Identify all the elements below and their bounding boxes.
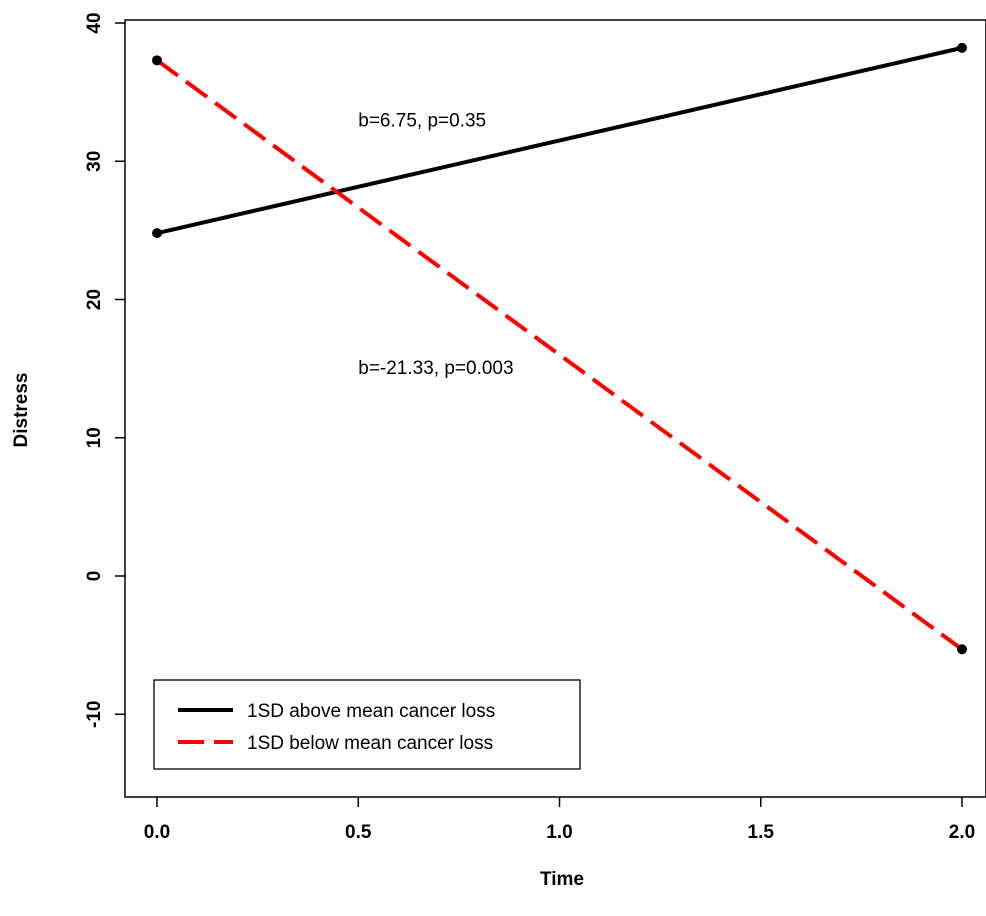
y-tick-label-5: 40	[84, 12, 105, 33]
x-tick-label-2: 1.0	[546, 822, 572, 843]
x-axis: 0.0 0.5 1.0 1.5 2.0	[144, 797, 975, 843]
legend: 1SD above mean cancer loss 1SD below mea…	[153, 679, 581, 770]
plot-frame	[124, 19, 986, 798]
annotation-0: b=6.75, p=0.35	[358, 111, 486, 132]
series-line-1	[155, 58, 964, 651]
y-tick-label-2: 10	[84, 427, 105, 448]
x-tick-label-1: 0.5	[345, 822, 372, 843]
series-0-point-1	[957, 42, 967, 53]
x-tick-label-0: 0.0	[144, 822, 170, 843]
annotation-layer: b=6.75, p=0.35 b=-21.33, p=0.003	[358, 111, 513, 379]
series-1-point-0	[152, 55, 162, 66]
legend-label-below: 1SD below mean cancer loss	[247, 733, 493, 754]
y-tick-label-1: 0	[84, 571, 105, 582]
y-tick-label-3: 20	[84, 289, 105, 310]
annotation-1: b=-21.33, p=0.003	[358, 358, 513, 379]
x-axis-title: Time	[540, 869, 584, 890]
series-line-0	[156, 45, 963, 236]
y-tick-label-0: -10	[84, 701, 105, 728]
series-layer	[152, 42, 967, 655]
x-tick-label-3: 1.5	[748, 822, 775, 843]
y-axis: -10 0 10 20 30 40	[84, 12, 125, 728]
legend-label-above: 1SD above mean cancer loss	[247, 701, 495, 722]
series-0-point-0	[152, 228, 162, 239]
y-axis-title: Distress	[11, 373, 32, 448]
x-tick-label-4: 2.0	[949, 822, 975, 843]
series-1-point-1	[957, 644, 967, 655]
y-tick-label-4: 30	[84, 151, 105, 172]
legend-box	[153, 679, 581, 770]
